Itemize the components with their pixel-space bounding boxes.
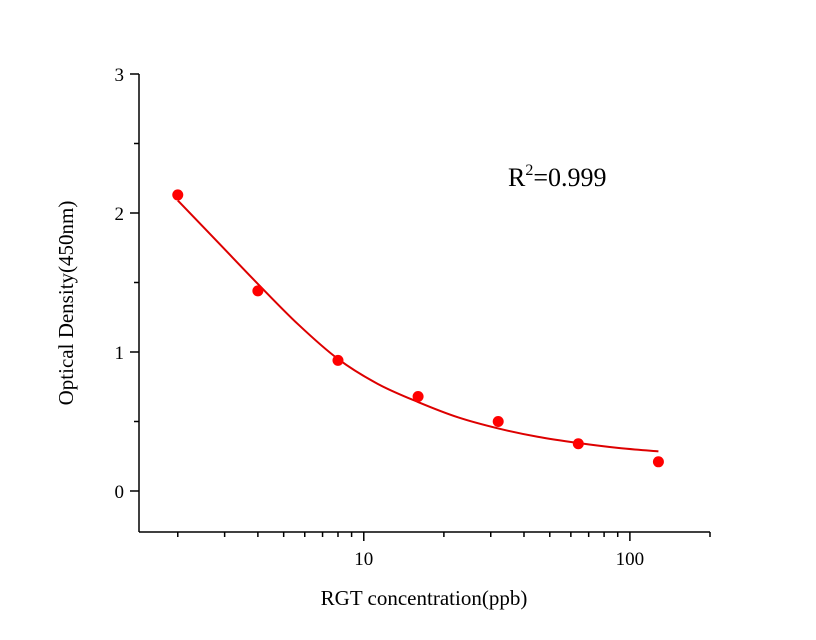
r-superscript: 2 xyxy=(525,162,533,179)
data-point xyxy=(652,456,664,468)
r-squared-annotation: R2=0.999 xyxy=(508,162,607,192)
r-value: =0.999 xyxy=(533,163,606,192)
x-axis-title: RGT concentration(ppb) xyxy=(321,586,528,610)
x-tick-label: 10 xyxy=(354,549,373,570)
fit-curve-group xyxy=(177,199,659,453)
axes: 10 100 0 1 2 3 xyxy=(115,65,711,570)
y-tick-label: 3 xyxy=(115,65,125,86)
data-point xyxy=(412,390,424,402)
data-points xyxy=(172,189,664,468)
y-tick-label: 1 xyxy=(115,343,125,364)
data-point xyxy=(332,354,344,366)
x-tick-label: 100 xyxy=(616,549,645,570)
y-axis-title: Optical Density(450nm) xyxy=(54,201,78,406)
y-tick-label: 2 xyxy=(115,204,125,225)
data-point xyxy=(572,438,584,450)
r-label: R xyxy=(508,163,526,192)
data-point xyxy=(172,189,184,201)
fit-curve xyxy=(177,199,659,453)
data-point xyxy=(492,415,504,427)
y-tick-label: 0 xyxy=(115,482,125,503)
data-point xyxy=(252,285,264,297)
